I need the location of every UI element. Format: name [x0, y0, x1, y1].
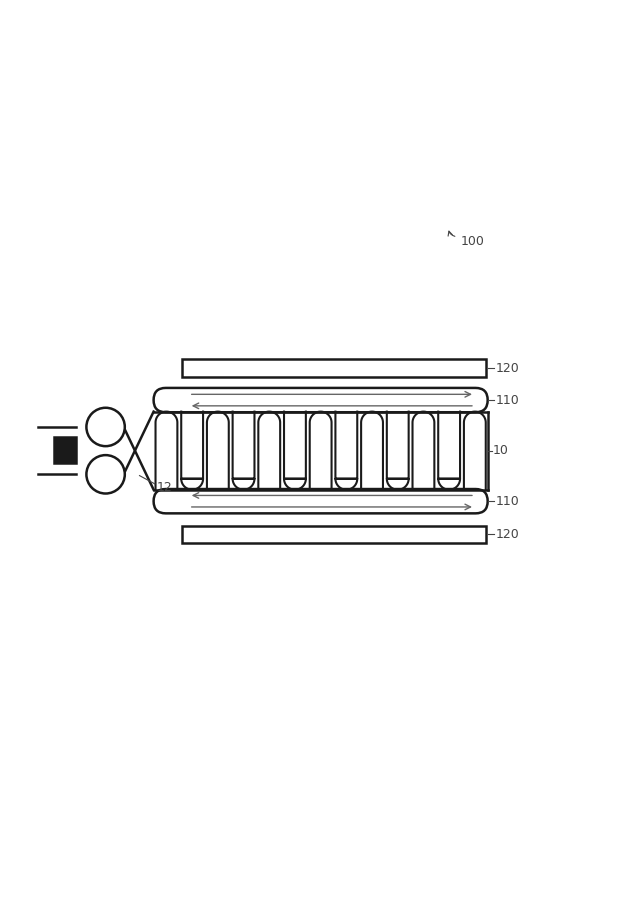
Text: 110: 110: [496, 495, 520, 508]
Bar: [182, 359, 486, 377]
Text: 120: 120: [496, 528, 520, 541]
Ellipse shape: [86, 455, 125, 493]
Text: 10: 10: [493, 444, 509, 457]
Bar: [54, 437, 76, 463]
Text: 120: 120: [496, 362, 520, 374]
Text: 100: 100: [461, 236, 484, 248]
Bar: [182, 526, 486, 544]
Ellipse shape: [86, 408, 125, 446]
FancyBboxPatch shape: [154, 489, 488, 513]
Text: 110: 110: [496, 393, 520, 407]
FancyArrowPatch shape: [448, 231, 455, 237]
Text: 12: 12: [157, 481, 173, 493]
FancyBboxPatch shape: [154, 388, 488, 412]
